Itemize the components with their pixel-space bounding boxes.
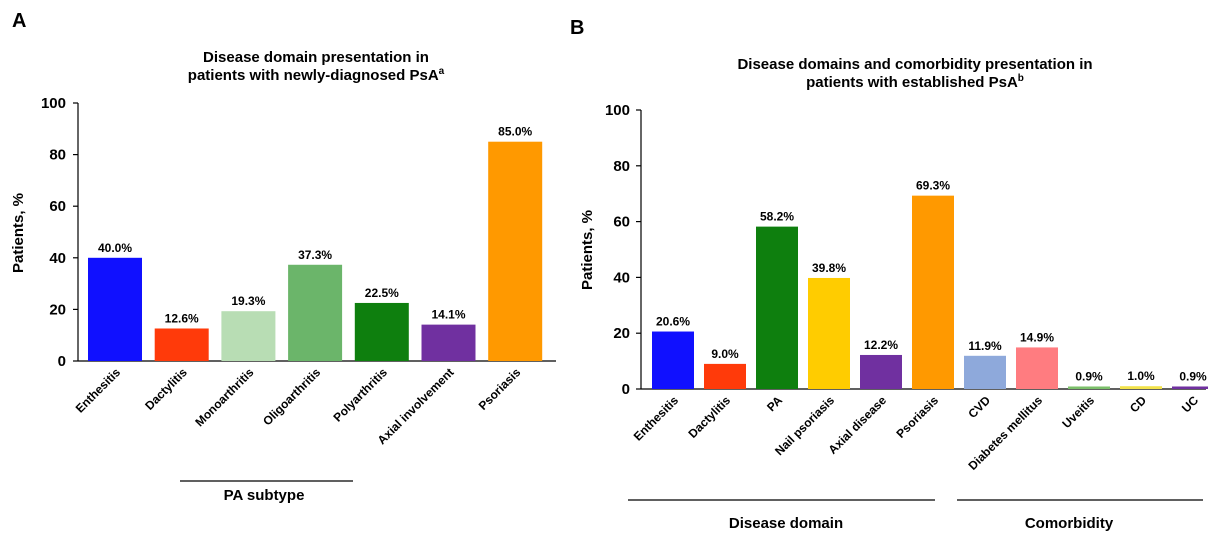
panel-b-category-label: Dactylitis [685,393,733,441]
panel-b-y-tick-label: 40 [613,269,630,286]
panel-a-data-label: 12.6% [165,311,199,325]
panel-a-title-line2-text: patients with newly-diagnosed PsA [188,67,439,84]
panel-a-bar-dactylitis [154,328,209,361]
panel-b-category-label: Uveitis [1059,393,1097,431]
panel-b-bar-cd [1120,386,1162,389]
panel-a-y-axis-label: Patients, % [10,193,27,273]
panel-b-data-label: 9.0% [711,347,739,361]
panel-b-bar-cvd [964,355,1006,389]
panel-a-bar-oligoarthritis [288,264,343,361]
panel-b-category-label: UC [1179,393,1201,415]
panel-b-y-tick-label: 60 [613,214,630,231]
panel-b-bar-nail-psoriasis [808,277,850,389]
panel-b-bar-axial-disease [860,354,902,389]
panel-a-y-tick-label: 40 [49,250,66,267]
panel-a-title-line2: patients with newly-diagnosed PsAa [188,66,445,84]
panel-a-category-label: Monoarthritis [192,365,256,429]
panel-a-bar-monoarthritis [221,311,276,361]
panel-b-plot: 0 20 40 60 80 100 20.6% Enthesitis 9.0% Dactyliti… [605,102,1208,473]
panel-a-data-label: 19.3% [231,294,265,308]
panel-a-y-tick-label: 80 [49,147,66,164]
panel-a-category-label: Psoriasis [476,365,524,413]
panel-a-plot: 0 20 40 60 80 100 40.0% Enthesitis 12.6% Dactylit… [41,95,556,447]
panel-a-data-label: 40.0% [98,241,132,255]
panel-b-bar-uveitis [1068,386,1110,389]
panel-b-data-label: 58.2% [760,210,794,224]
panel-b-title-line1: Disease domains and comorbidity presenta… [737,56,1092,73]
panel-b-bar-dactylitis [704,363,746,389]
panel-b-data-label: 11.9% [968,339,1002,353]
panel-a-category-label: Polyarthritis [331,365,391,425]
panel-b-y-tick-label: 80 [613,158,630,175]
panel-b-title-line2: patients with established PsAb [806,73,1024,91]
panel-a-y-tick-label: 20 [49,301,66,318]
panel-b-data-label: 12.2% [864,338,898,352]
panel-a-letter: A [12,10,26,32]
panel-a-y-tick-label: 0 [58,353,66,370]
panel-a-data-label: 85.0% [498,125,532,139]
panel-a-category-label: Dactylitis [142,365,190,413]
panel-b-title-superscript: b [1018,73,1024,84]
panel-b-data-label: 20.6% [656,315,690,329]
panel-b-category-label: Enthesitis [631,393,682,444]
panel-a-data-label: 14.1% [431,308,465,322]
panel-a-y-tick-label: 100 [41,95,66,112]
panel-a-title-line1: Disease domain presentation in [203,49,429,66]
panel-b-data-label: 0.9% [1075,369,1103,383]
panel-b-data-label: 39.8% [812,261,846,275]
panel-b-category-label: Psoriasis [893,393,941,441]
panel-b-category-label: PA [764,393,785,414]
panel-b-y-tick-label: 20 [613,325,630,342]
panel-b-data-label: 14.9% [1020,330,1054,344]
panel-b-bar-diabetes-mellitus [1016,347,1058,389]
panel-b-bar-psoriasis [912,195,954,389]
panel-b-title-line2-text: patients with established PsA [806,74,1018,91]
panel-a-y-tick-label: 60 [49,198,66,215]
panel-a-bar-polyarthritis [354,302,409,361]
panel-b-y-tick-label: 100 [605,102,630,119]
panel-b-letter: B [570,17,584,39]
panel-a-bar-enthesitis [88,257,142,361]
panel-b-y-tick-label: 0 [622,381,630,398]
panel-b-data-label: 0.9% [1179,369,1207,383]
panel-b-data-label: 1.0% [1127,369,1155,383]
panel-a-data-label: 37.3% [298,248,332,262]
panel-a-data-label: 22.5% [365,286,399,300]
panel-b-group-label-disease-domain: Disease domain [729,515,843,532]
panel-a-group-label-pa-subtype: PA subtype [224,487,305,504]
panel-a-bar-axial-involvement [421,324,476,361]
panel-b-data-label: 69.3% [916,179,950,193]
panel-b-bar-uc [1172,386,1208,389]
panel-b-category-label: CD [1127,393,1149,415]
panel-a-title-superscript: a [439,66,445,77]
panel-a-bar-psoriasis [488,141,543,361]
panel-b-category-label: CVD [965,393,993,421]
panel-b-y-axis-label: Patients, % [579,210,596,290]
panel-a-category-label: Enthesitis [73,365,124,416]
panel-b-bar-enthesitis [652,331,694,389]
panel-b-group-label-comorbidity: Comorbidity [1025,515,1114,532]
panel-b-bar-pa [756,226,798,389]
panel-a-category-label: Oligoarthritis [260,365,323,428]
